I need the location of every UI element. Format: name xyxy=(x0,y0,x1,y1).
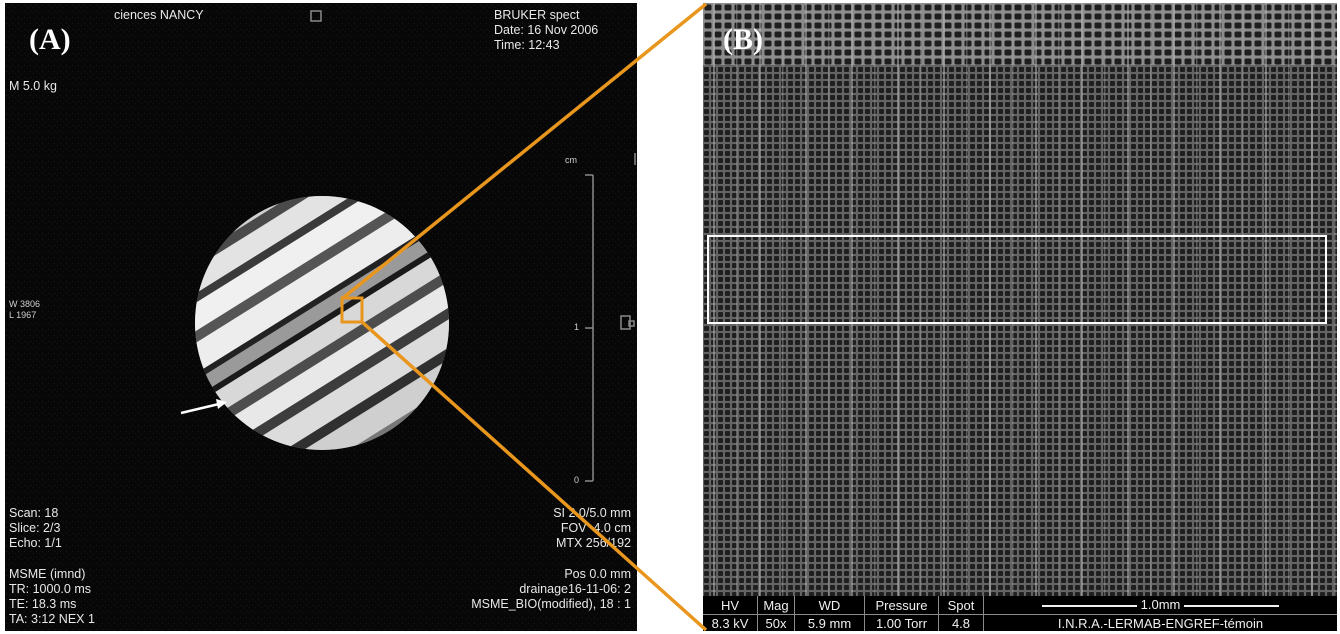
drainage-line: drainage16-11-06: 2 xyxy=(519,582,631,596)
header-right-line2: Date: 16 Nov 2006 xyxy=(494,23,599,37)
pressure-value: 1.00 Torr xyxy=(865,614,938,631)
wd-cell: WD 5.9 mm xyxy=(795,596,865,631)
scale-cell: 1.0mm I.N.R.A.-LERMAB-ENGREF-témoin xyxy=(984,596,1337,631)
ta-line: TA: 3:12 NEX 1 xyxy=(9,612,95,626)
spot-value: 4.8 xyxy=(939,614,983,631)
tr-line: TR: 1000.0 ms xyxy=(9,582,91,596)
mag-label: Mag xyxy=(763,598,789,613)
sem-panel: (B) HV 8.3 kV Mag 50x WD 5.9 mm Pressure… xyxy=(703,3,1337,631)
window-text: W 3806 xyxy=(9,299,41,309)
header-right-line3: Time: 12:43 xyxy=(494,38,560,52)
hv-cell: HV 8.3 kV xyxy=(703,596,758,631)
level-text: L 1967 xyxy=(9,310,37,320)
sem-info-bar: HV 8.3 kV Mag 50x WD 5.9 mm Pressure 1.0… xyxy=(703,596,1337,631)
sequence-line: MSME (imnd) xyxy=(9,567,86,581)
arrow-annotation xyxy=(180,402,220,415)
pressure-cell: Pressure 1.00 Torr xyxy=(865,596,939,631)
spot-label: Spot xyxy=(947,598,975,613)
panel-a-label: (A) xyxy=(29,23,71,56)
region-highlight-box xyxy=(707,235,1327,324)
protocol-line: MSME_BIO(modified), 18 : 1 xyxy=(471,597,631,611)
header-left-text: ciences NANCY xyxy=(114,8,204,22)
te-line: TE: 18.3 ms xyxy=(9,597,77,611)
mag-cell: Mag 50x xyxy=(758,596,795,631)
wd-label: WD xyxy=(818,598,841,613)
mag-value: 50x xyxy=(758,614,794,631)
echo-line: Echo: 1/1 xyxy=(9,536,62,550)
scale-tick-1: 1 xyxy=(574,322,580,332)
scan-line: Scan: 18 xyxy=(9,506,59,520)
scale-unit-label: cm xyxy=(565,155,577,165)
fov-line: FOV 4.0 cm xyxy=(560,521,631,535)
scale-bar-right xyxy=(1183,604,1279,607)
sem-image xyxy=(703,3,1337,597)
institution-text: I.N.R.A.-LERMAB-ENGREF-témoin xyxy=(984,614,1337,631)
scale-tick-0: 0 xyxy=(574,475,580,485)
hv-value: 8.3 kV xyxy=(703,614,757,631)
hv-label: HV xyxy=(720,598,740,613)
wd-value: 5.9 mm xyxy=(795,614,864,631)
slice-line: Slice: 2/3 xyxy=(9,521,61,535)
scale-bar-label: 1.0mm xyxy=(1140,597,1181,612)
pressure-label: Pressure xyxy=(875,598,928,613)
scale-bar-left xyxy=(1042,604,1137,607)
si-line: SI 2.0/5.0 mm xyxy=(553,506,631,520)
mass-text: M 5.0 kg xyxy=(9,79,57,93)
mri-image xyxy=(5,3,637,631)
mri-panel: (A) ciences NANCY BRUKER spect Date: 16 … xyxy=(5,3,637,631)
spot-cell: Spot 4.8 xyxy=(939,596,984,631)
pos-line: Pos 0.0 mm xyxy=(564,567,631,581)
header-right-line1: BRUKER spect xyxy=(494,8,580,22)
panel-b-label: (B) xyxy=(723,23,763,56)
mtx-line: MTX 256/192 xyxy=(555,536,631,550)
scale-bar-row: 1.0mm xyxy=(984,597,1337,612)
